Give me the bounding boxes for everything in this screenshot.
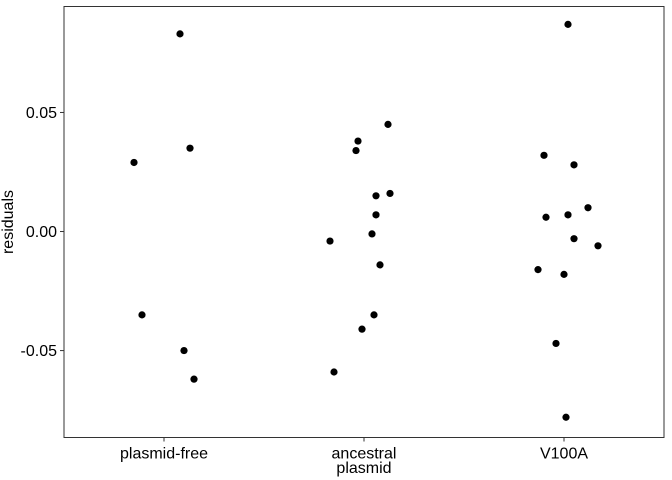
x-axis: plasmid-free ancestral V100A [120,437,588,463]
data-point [564,20,572,28]
x-tick-label: plasmid-free [120,446,208,463]
data-point [372,192,380,200]
data-point [594,242,602,250]
y-axis-title: residuals [0,190,17,254]
data-point [352,146,360,155]
data-point [326,237,334,245]
data-point [368,230,376,238]
x-tick-label: ancestral [332,446,397,463]
data-point [354,137,362,145]
data-point [370,311,378,319]
plot-panel [63,6,665,438]
y-tick-label: -0.05 [21,343,58,360]
data-points [130,20,602,421]
data-point [186,144,194,152]
data-point [190,375,198,383]
data-point [570,235,578,243]
y-tick-label: 0.00 [26,224,57,241]
data-point [138,311,146,319]
data-point [560,270,568,278]
data-point [564,211,572,219]
data-point [534,266,542,274]
data-point [584,204,592,212]
x-tick-label: V100A [540,446,588,463]
data-point [562,413,570,421]
data-point [570,161,578,169]
data-point [386,189,394,198]
data-point [130,158,138,167]
x-axis-title: plasmid [336,460,391,477]
data-point [330,368,338,376]
data-point [376,261,384,269]
data-point [180,346,188,355]
data-point [384,120,392,128]
data-point [542,213,550,221]
data-point [552,339,560,348]
data-point [358,325,366,333]
data-point [176,30,184,38]
data-point [372,211,380,219]
y-axis: 0.05 0.00 -0.05 [21,105,64,360]
y-tick-label: 0.05 [26,105,57,122]
data-point [540,151,548,159]
